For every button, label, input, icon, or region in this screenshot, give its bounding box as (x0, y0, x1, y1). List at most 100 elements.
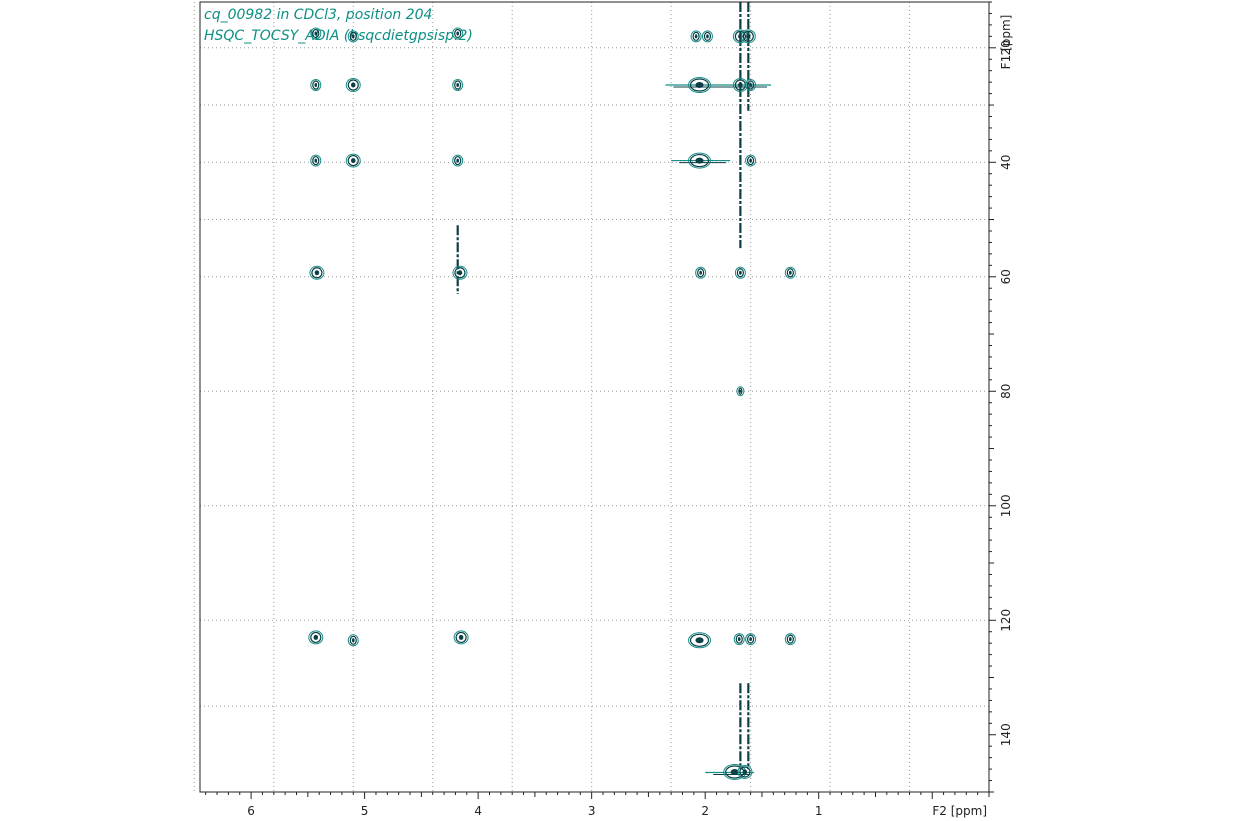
contour-ring (310, 27, 322, 40)
y-axis: 20 40 60 80 100 120 140 (989, 1, 1013, 793)
pulse-program-title: HSQC_TOCSY_ADIA (hsqcdietgpsisp.2) (204, 28, 473, 44)
x-tick-label: 1 (815, 804, 823, 818)
contour-core (742, 769, 748, 775)
contour-core (457, 270, 463, 276)
contour-ring (347, 154, 359, 167)
contour-peak (310, 27, 322, 40)
contour-peak (784, 266, 796, 279)
contour-ring (786, 268, 794, 278)
contour-peak (695, 266, 707, 279)
contour-core (314, 31, 318, 36)
contour-ring (452, 79, 464, 92)
contour-core (749, 83, 752, 88)
contour-core (749, 158, 752, 163)
contour-peak (734, 266, 746, 279)
contour-ring (742, 30, 754, 42)
contour-ring (454, 80, 462, 90)
contour-ring (692, 31, 700, 41)
contour-ring (745, 79, 757, 92)
contour-core (739, 270, 742, 275)
contour-core (737, 637, 741, 642)
contour-ring (703, 31, 712, 41)
y-tick-label: 140 (999, 723, 1013, 746)
contour-core (694, 34, 698, 39)
contour-peak (784, 633, 796, 646)
contour-ring (736, 268, 744, 278)
contour-ring (746, 80, 755, 90)
contour-ring (689, 78, 710, 92)
contour-ring (452, 154, 464, 167)
y-tick-label: 20 (999, 40, 1013, 55)
contour-core (313, 634, 319, 640)
grid-lines (193, 2, 989, 792)
contour-peak (736, 386, 745, 397)
contour-core (458, 634, 464, 640)
contour-ring (736, 386, 745, 397)
contour-peak (688, 77, 712, 94)
contour-peak (347, 634, 359, 647)
contour-peak (453, 630, 469, 645)
contour-ring (349, 31, 357, 41)
x-tick-label: 4 (474, 804, 482, 818)
contour-core (788, 637, 792, 642)
contour-ring (311, 267, 323, 279)
contour-ring (689, 633, 710, 647)
contour-ring (454, 28, 462, 39)
contour-ring (784, 266, 796, 279)
contour-peak (690, 30, 702, 43)
contour-peak (309, 265, 325, 280)
y-tick-label: 120 (999, 609, 1013, 632)
contour-core (351, 158, 356, 164)
x-axis: 6 5 4 3 2 1 (205, 792, 990, 818)
contour-core (746, 33, 751, 39)
contour-ring (454, 267, 466, 279)
contour-peak (345, 78, 361, 93)
contour-core (351, 82, 356, 88)
contour-core (351, 34, 355, 39)
contour-ring (312, 28, 320, 39)
contour-ring (310, 79, 322, 92)
contour-ring (746, 155, 755, 166)
contour-ring (347, 30, 359, 43)
contour-core (314, 158, 318, 163)
contour-ring (697, 268, 705, 278)
contour-ring (453, 630, 469, 645)
contour-ring (695, 266, 707, 279)
contour-ring (740, 29, 756, 44)
contour-ring (688, 77, 712, 94)
y-tick-label: 100 (999, 494, 1013, 517)
y-tick-label: 80 (999, 384, 1013, 399)
contour-ring (455, 631, 467, 644)
contour-ring (309, 265, 325, 280)
contour-core (706, 34, 709, 39)
contour-core (456, 31, 460, 36)
contour-ring (689, 153, 710, 168)
contour-peak (452, 265, 468, 280)
contour-peak (745, 79, 757, 92)
contour-ring (739, 766, 751, 778)
contour-peak (310, 154, 322, 167)
contour-ring (345, 153, 361, 168)
contour-core (739, 389, 742, 393)
contour-peak (345, 153, 361, 168)
contour-core (738, 82, 743, 88)
contour-ring (345, 78, 361, 93)
contour-ring (347, 634, 359, 647)
contour-peak (688, 152, 712, 169)
y-tick-label: 40 (999, 155, 1013, 170)
contour-peak (452, 79, 464, 92)
contour-ring (746, 634, 755, 644)
contour-ring (454, 155, 462, 166)
contour-core (456, 83, 460, 88)
contour-ring (786, 634, 794, 644)
contour-ring (312, 80, 320, 90)
contour-core (456, 158, 460, 163)
contour-ring (745, 154, 757, 167)
contour-ring (312, 155, 320, 166)
contour-ring (737, 764, 753, 779)
contour-ring (735, 634, 743, 644)
contour-ring (452, 27, 464, 40)
y-axis-title: F1 [ppm] (999, 15, 1013, 70)
contour-ring (310, 631, 322, 644)
